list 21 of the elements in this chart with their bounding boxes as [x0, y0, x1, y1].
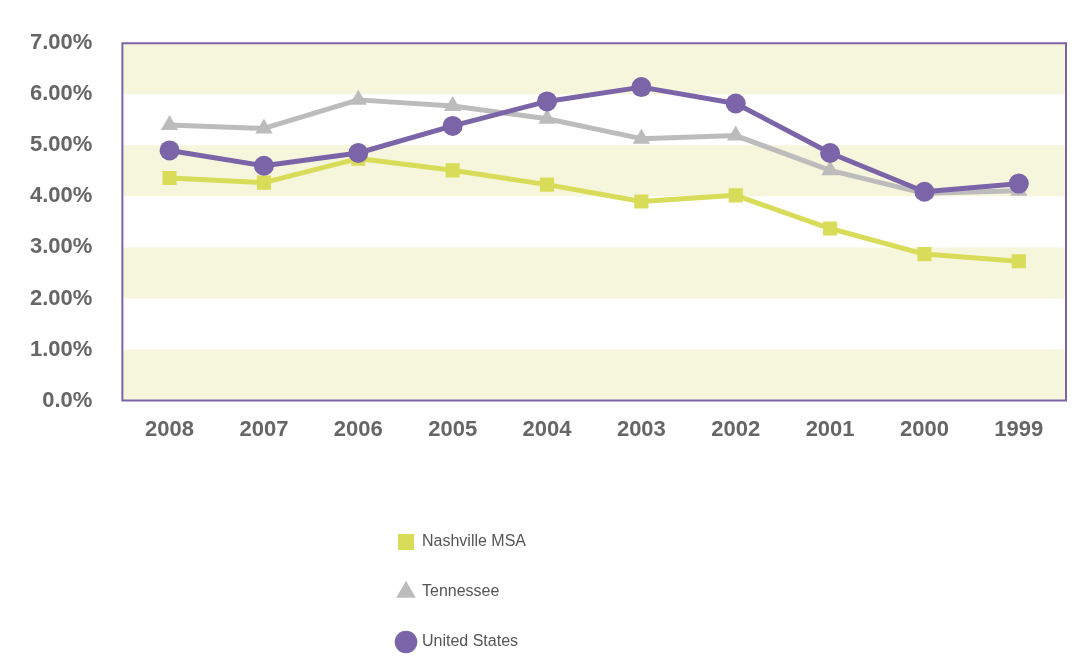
x-tick-label: 2003: [616, 415, 666, 441]
x-tick-label: 2004: [522, 415, 573, 441]
legend-label: United States: [422, 632, 519, 650]
x-tick-label: 2001: [805, 415, 855, 441]
y-tick-label: 4.00%: [29, 182, 93, 208]
y-tick-label: 3.00%: [29, 233, 93, 259]
x-tick-label: 2006: [333, 415, 383, 441]
x-tick-label: 2000: [899, 415, 949, 441]
y-tick-label: 5.00%: [29, 131, 93, 157]
y-tick-label: 6.00%: [29, 80, 93, 106]
y-tick-label: 7.00%: [29, 29, 93, 55]
legend-label: Tennessee: [422, 582, 500, 600]
y-tick-label: 0.0%: [42, 386, 93, 412]
x-tick-label: 2002: [711, 415, 761, 441]
x-tick-label: 2008: [145, 415, 195, 441]
x-tick-label: 2005: [428, 415, 478, 441]
x-tick-label: 2007: [239, 415, 289, 441]
x-tick-label: 1999: [994, 415, 1044, 441]
y-tick-label: 1.00%: [29, 335, 93, 361]
y-tick-label: 2.00%: [29, 284, 93, 310]
legend-label: Nashville MSA: [422, 532, 527, 550]
